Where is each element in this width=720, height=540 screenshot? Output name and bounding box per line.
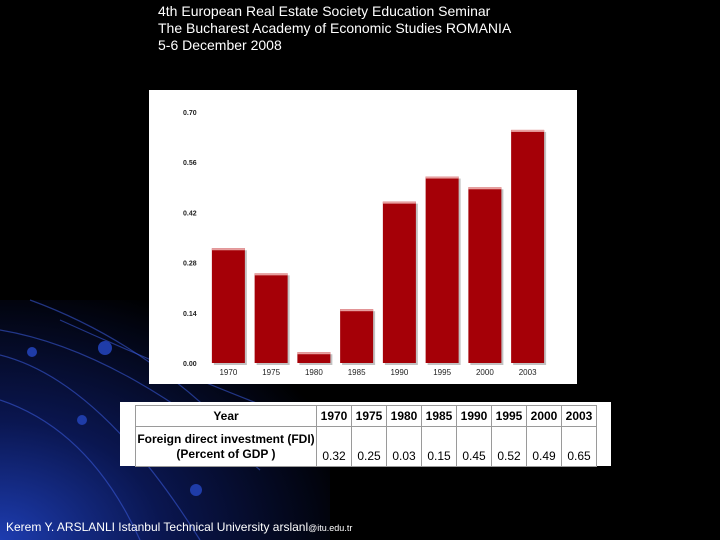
y-tick-label: 0.42 xyxy=(183,210,197,217)
x-tick-label: 1975 xyxy=(262,368,280,377)
author-email-domain: @itu.edu.tr xyxy=(308,523,353,533)
date-line: 5-6 December 2008 xyxy=(158,37,282,53)
bar-highlight xyxy=(382,201,416,204)
bar-highlight xyxy=(211,248,245,251)
value-cell: 0.45 xyxy=(456,426,492,467)
y-tick-label: 0.70 xyxy=(183,110,197,117)
bar-highlight xyxy=(468,187,502,190)
bar xyxy=(254,273,288,363)
x-tick-label: 1970 xyxy=(219,368,237,377)
fdi-row-label: Foreign direct investment (FDI) (Percent… xyxy=(135,426,317,467)
seminar-title: 4th European Real Estate Society Educati… xyxy=(158,3,491,19)
slide-footer: Kerem Y. ARSLANLI Istanbul Technical Uni… xyxy=(6,520,352,534)
year-cell: 1985 xyxy=(421,405,457,427)
value-cell: 0.49 xyxy=(526,426,562,467)
bar xyxy=(340,309,374,363)
bar-highlight xyxy=(340,309,374,312)
value-cell: 0.25 xyxy=(351,426,387,467)
x-tick-label: 1985 xyxy=(348,368,366,377)
bar xyxy=(211,248,245,363)
table-value-row: Foreign direct investment (FDI) (Percent… xyxy=(135,426,597,467)
bar xyxy=(468,187,502,363)
bar-highlight xyxy=(254,273,288,276)
year-cell: 2003 xyxy=(561,405,597,427)
fdi-data-table-panel: Year 1970 1975 1980 1985 1990 1995 2000 … xyxy=(120,402,611,467)
value-cell: 0.03 xyxy=(386,426,422,467)
x-tick-label: 1990 xyxy=(390,368,408,377)
year-cell: 2000 xyxy=(526,405,562,427)
fdi-row-label-line1: Foreign direct investment (FDI) xyxy=(137,431,315,446)
fdi-data-table: Year 1970 1975 1980 1985 1990 1995 2000 … xyxy=(135,405,597,467)
fdi-row-label-line2: (Percent of GDP ) xyxy=(176,446,276,461)
year-cell: 1995 xyxy=(491,405,527,427)
slide-header: 4th European Real Estate Society Educati… xyxy=(158,3,511,54)
venue-line: The Bucharest Academy of Economic Studie… xyxy=(158,20,512,36)
bar-highlight xyxy=(425,176,459,179)
bar xyxy=(511,129,545,363)
table-header-row: Year 1970 1975 1980 1985 1990 1995 2000 … xyxy=(135,405,597,427)
year-cell: 1980 xyxy=(386,405,422,427)
bar xyxy=(425,176,459,363)
year-header-cell: Year xyxy=(135,405,317,427)
value-cell: 0.32 xyxy=(316,426,352,467)
year-cell: 1970 xyxy=(316,405,352,427)
bar xyxy=(382,201,416,363)
value-cell: 0.52 xyxy=(491,426,527,467)
y-tick-label: 0.28 xyxy=(183,261,197,268)
author-affiliation: Kerem Y. ARSLANLI Istanbul Technical Uni… xyxy=(6,520,309,534)
year-cell: 1990 xyxy=(456,405,492,427)
value-cell: 0.15 xyxy=(421,426,457,467)
bar xyxy=(297,352,331,363)
fdi-bar-chart-panel: 0.00 0.14 0.28 0.42 0.56 0.70 1970 1975 1980 1985… xyxy=(149,90,577,384)
y-tick-label: 0.14 xyxy=(183,311,197,318)
bar-highlight xyxy=(511,129,545,132)
year-cell: 1975 xyxy=(351,405,387,427)
x-tick-label: 1995 xyxy=(433,368,451,377)
bar-highlight xyxy=(297,352,331,355)
x-tick-label: 1980 xyxy=(305,368,323,377)
value-cell: 0.65 xyxy=(561,426,597,467)
y-tick-label: 0.00 xyxy=(183,361,197,368)
x-tick-label: 2003 xyxy=(519,368,537,377)
fdi-bar-chart: 0.00 0.14 0.28 0.42 0.56 0.70 1970 1975 1980 1985… xyxy=(183,110,547,377)
y-tick-label: 0.56 xyxy=(183,160,197,167)
x-tick-label: 2000 xyxy=(476,368,494,377)
